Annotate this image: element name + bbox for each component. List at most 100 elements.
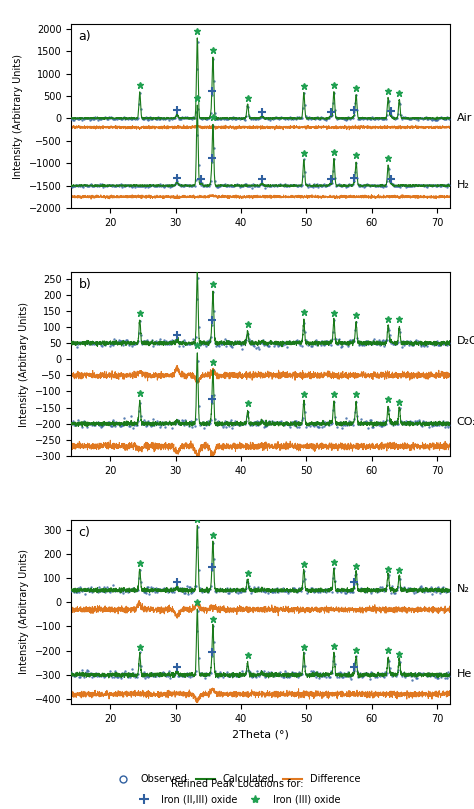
Point xyxy=(147,179,155,192)
Point xyxy=(258,668,266,681)
Point xyxy=(417,418,425,431)
Point xyxy=(419,420,426,433)
Point xyxy=(344,668,351,681)
Point xyxy=(366,672,374,685)
Point xyxy=(131,112,138,125)
Point xyxy=(362,112,369,125)
Point xyxy=(137,103,145,116)
Point xyxy=(182,582,190,595)
Point xyxy=(416,178,424,191)
Point xyxy=(180,670,187,683)
Point xyxy=(119,669,127,682)
Point xyxy=(243,179,251,192)
Point xyxy=(219,336,227,349)
Point xyxy=(163,416,170,429)
Point xyxy=(196,582,203,595)
Point xyxy=(294,671,301,684)
Point xyxy=(370,178,377,191)
Point xyxy=(442,584,449,597)
Point xyxy=(122,585,129,598)
Point xyxy=(346,585,354,598)
Point xyxy=(91,582,99,595)
Point xyxy=(366,180,374,193)
Point xyxy=(88,112,95,125)
Point xyxy=(201,111,209,124)
Point xyxy=(421,667,429,680)
Point xyxy=(250,340,258,353)
Point xyxy=(293,421,301,434)
Point xyxy=(85,337,93,350)
Point xyxy=(247,337,255,350)
Point xyxy=(334,179,342,192)
Point xyxy=(340,667,348,680)
Point xyxy=(306,112,314,125)
Point xyxy=(194,605,201,618)
Point xyxy=(262,586,269,599)
Point xyxy=(336,177,343,190)
Point xyxy=(363,334,370,347)
Point xyxy=(125,180,133,193)
Point xyxy=(292,668,300,681)
Point xyxy=(68,417,76,430)
Point xyxy=(251,585,259,598)
Point xyxy=(176,417,184,430)
Point xyxy=(342,670,350,683)
Point xyxy=(435,179,442,192)
Point xyxy=(91,583,98,596)
Point xyxy=(284,179,292,192)
Point xyxy=(150,112,158,125)
Point xyxy=(161,180,169,193)
Point xyxy=(351,335,358,348)
Point xyxy=(143,178,151,191)
Point xyxy=(199,180,206,193)
Point xyxy=(278,669,285,682)
Point xyxy=(374,336,382,349)
Point xyxy=(189,180,196,193)
Point xyxy=(390,112,398,125)
Point xyxy=(161,582,169,595)
Point xyxy=(427,585,434,598)
Point xyxy=(257,413,265,426)
Point xyxy=(244,576,252,589)
Point xyxy=(149,413,157,426)
Point xyxy=(236,418,244,431)
Point xyxy=(312,112,319,125)
Point xyxy=(401,417,409,430)
Point xyxy=(356,583,364,596)
Point xyxy=(326,582,334,595)
Point xyxy=(409,584,417,597)
Point xyxy=(104,582,111,595)
Point xyxy=(431,114,439,127)
Point xyxy=(428,669,435,682)
Point xyxy=(238,342,246,355)
Point xyxy=(369,179,376,192)
Point xyxy=(186,581,193,594)
Point xyxy=(113,336,120,349)
Point xyxy=(339,671,347,684)
Point xyxy=(291,335,299,348)
Point xyxy=(367,587,374,599)
Point xyxy=(206,417,213,430)
Point xyxy=(149,581,157,594)
Point xyxy=(359,583,366,596)
Point xyxy=(175,670,183,683)
Point xyxy=(173,176,180,189)
Point xyxy=(438,179,446,192)
Point xyxy=(386,662,393,675)
Point xyxy=(128,417,136,430)
Point xyxy=(151,112,159,125)
Point xyxy=(377,337,384,350)
Point xyxy=(279,582,286,595)
Point xyxy=(218,337,226,350)
Point xyxy=(197,178,204,191)
Point xyxy=(340,179,348,192)
Point xyxy=(356,180,363,193)
Point xyxy=(422,581,430,594)
Point xyxy=(425,179,433,192)
Point xyxy=(419,338,427,351)
Point xyxy=(99,178,106,191)
Point xyxy=(95,179,102,192)
Point xyxy=(286,179,293,192)
Point xyxy=(438,582,446,595)
Point xyxy=(297,180,304,193)
